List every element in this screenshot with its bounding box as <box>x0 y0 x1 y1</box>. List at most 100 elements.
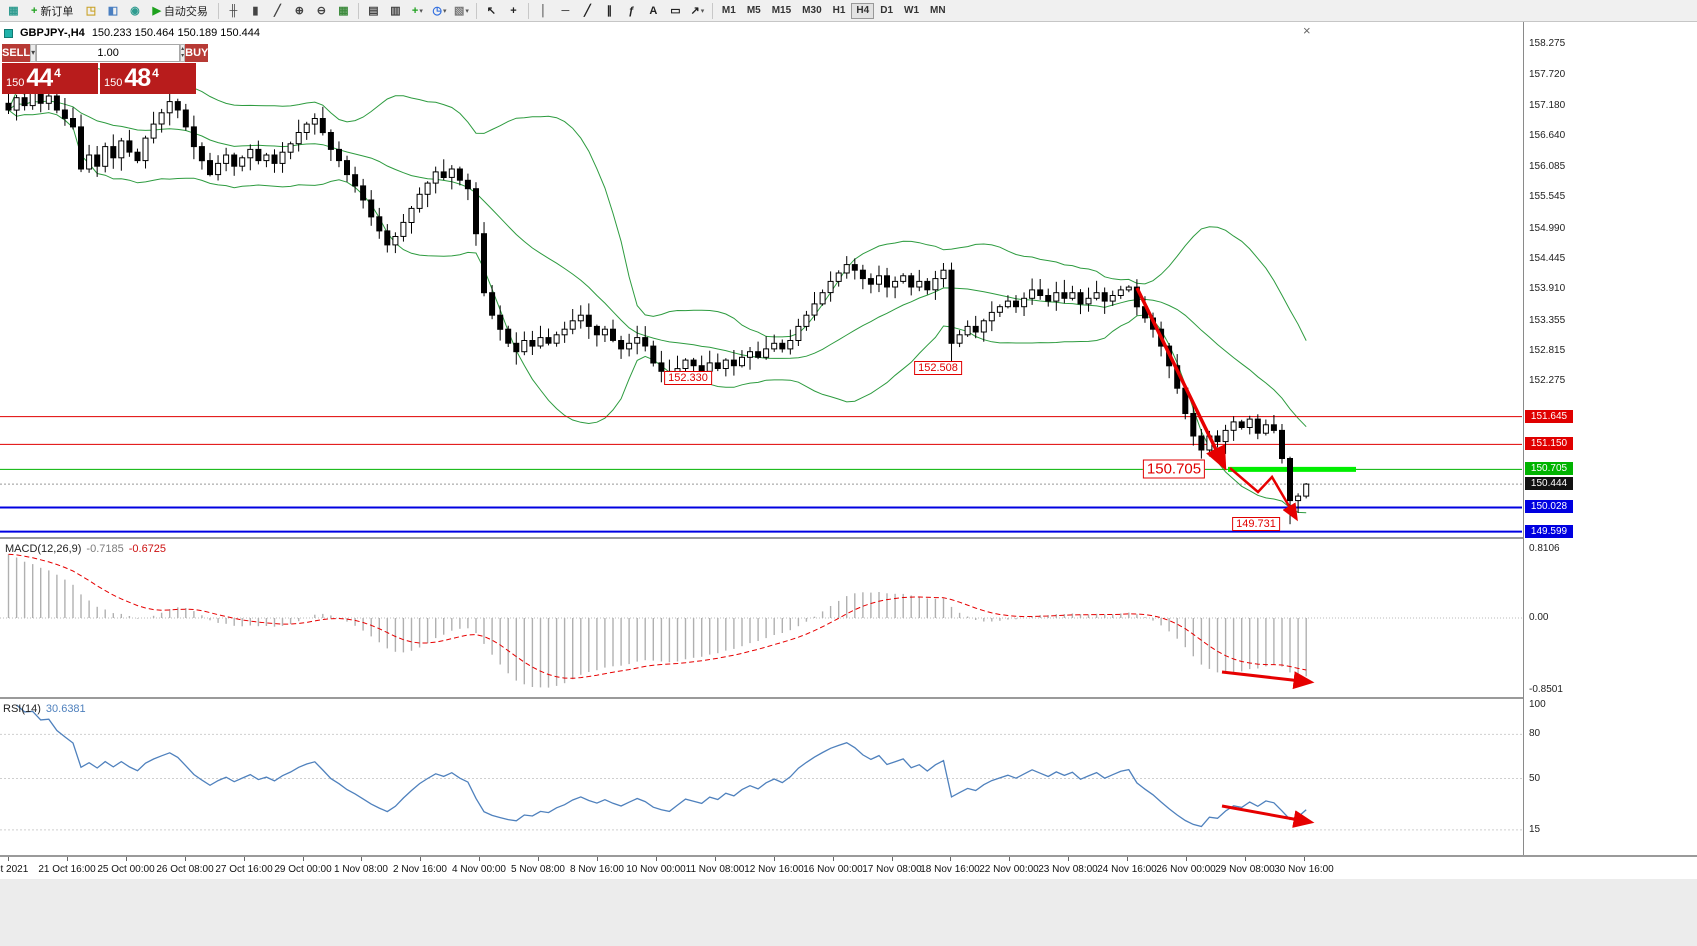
price-chart-panel[interactable] <box>0 22 1523 537</box>
periods-icon[interactable]: ◷ ▾ <box>432 5 447 17</box>
label-icon[interactable]: ▭ <box>670 5 681 17</box>
time-tick <box>656 857 657 861</box>
timeframe-d1[interactable]: D1 <box>880 5 894 16</box>
time-axis-label: 23 Nov 08:00 <box>1038 864 1098 875</box>
bollinger-lower-band[interactable] <box>8 109 1307 514</box>
timeframe-m30[interactable]: M30 <box>802 5 822 16</box>
new-order-button[interactable]: + 新订单 <box>31 4 74 18</box>
trendline-icon[interactable]: ╱ <box>584 5 591 17</box>
stepper-down-icon[interactable]: ▾ <box>181 53 185 59</box>
time-tick <box>715 857 716 861</box>
object-list-icon[interactable]: ▥ <box>390 5 401 17</box>
price-axis-label: 152.275 <box>1529 375 1566 386</box>
toolbar-separator <box>527 2 529 19</box>
dropdown-caret-icon: ▾ <box>465 7 469 15</box>
price-axis-label: 153.910 <box>1529 283 1566 294</box>
rsi-scale-label: 100 <box>1529 699 1546 710</box>
horizontal-line-icon[interactable]: ─ <box>561 4 570 17</box>
crosshair-icon[interactable]: + <box>510 4 517 17</box>
shapes-icon[interactable]: ↗ ▾ <box>690 5 705 17</box>
price-axis-label: 156.640 <box>1529 130 1566 141</box>
cursor-icon[interactable]: ↖ <box>486 5 497 17</box>
rsi-value: 30.6381 <box>45 703 86 715</box>
price-annotation-152.330[interactable]: 152.330 <box>664 371 712 385</box>
time-axis-label: 26 Nov 00:00 <box>1156 864 1216 875</box>
indicator-list-icon[interactable]: ▤ <box>368 5 379 17</box>
zoom-out-icon[interactable]: ⊖ <box>316 5 327 17</box>
time-tick <box>1068 857 1069 861</box>
bollinger-middle-band[interactable] <box>8 100 1307 428</box>
add-indicator-icon[interactable]: + ▾ <box>411 4 423 17</box>
navigator-icon[interactable]: ◉ <box>130 5 140 17</box>
tile-windows-icon[interactable]: ▦ <box>338 5 349 17</box>
timeframe-h4[interactable]: H4 <box>851 2 875 19</box>
autotrading-button[interactable]: ▶ 自动交易 <box>152 5 208 18</box>
price-annotation-149.731[interactable]: 149.731 <box>1232 517 1280 531</box>
vertical-line-icon[interactable]: │ <box>539 4 547 17</box>
price-annotation-152.508[interactable]: 152.508 <box>914 361 962 375</box>
time-tick <box>420 857 421 861</box>
time-tick <box>538 857 539 861</box>
price-annotation-150.705[interactable]: 150.705 <box>1142 459 1206 479</box>
channel-icon[interactable]: ∥ <box>606 5 613 17</box>
macd-panel[interactable] <box>0 539 1523 697</box>
close-icon[interactable]: × <box>1303 23 1311 38</box>
zoom-in-icon[interactable]: ⊕ <box>294 5 305 17</box>
timeframe-h1[interactable]: H1 <box>832 5 846 16</box>
strategy-tester-icon[interactable]: ◳ <box>85 5 97 17</box>
macd-splitter[interactable] <box>0 537 1697 539</box>
sell-button[interactable]: SELL <box>2 44 31 62</box>
sell-price-integer: 150 <box>6 76 25 89</box>
time-tick <box>597 857 598 861</box>
rsi-splitter[interactable] <box>0 697 1697 699</box>
rsi-line[interactable] <box>16 704 1307 828</box>
symbol-ohlc: 150.233 150.464 150.189 150.444 <box>91 27 261 39</box>
time-axis-label: 30 Nov 16:00 <box>1274 864 1334 875</box>
candlestick-chart-icon[interactable]: ▮ <box>252 5 259 17</box>
time-axis-label: 12 Nov 16:00 <box>744 864 804 875</box>
time-axis-label: Oct 2021 <box>0 864 29 875</box>
fibonacci-icon[interactable]: ƒ <box>628 4 635 17</box>
market-watch-icon[interactable]: ◧ <box>107 5 119 17</box>
price-badge-149.599: 149.599 <box>1525 525 1573 538</box>
template-icon[interactable]: ▧ ▾ <box>453 5 469 17</box>
time-tick <box>1009 857 1010 861</box>
rsi-label: RSI(14) 30.6381 <box>3 703 86 715</box>
order-type-dropdown-icon[interactable]: ▾ <box>30 44 37 62</box>
pullback-zigzag-arrow[interactable] <box>1229 467 1298 522</box>
volume-stepper[interactable]: ▴ ▾ <box>180 44 186 62</box>
timeframe-m1[interactable]: M1 <box>721 5 736 16</box>
timeframe-m15[interactable]: M15 <box>771 5 792 16</box>
rsi-name: RSI(14) <box>3 703 41 715</box>
text-icon[interactable]: A <box>649 4 658 17</box>
toolbar-separator <box>357 2 359 19</box>
timeframe-mn[interactable]: MN <box>930 5 946 16</box>
macd-main-value: -0.7185 <box>86 543 124 555</box>
sell-price-pips: 44 <box>26 64 53 92</box>
downtrend-arrow[interactable] <box>1135 287 1227 471</box>
time-axis-label: 26 Oct 08:00 <box>156 864 214 875</box>
buy-price-display[interactable]: 150 48 4 <box>100 63 196 94</box>
rsi-panel[interactable] <box>0 699 1523 855</box>
new-chart-icon[interactable]: ▦ <box>8 5 19 17</box>
chart-header: GBPJPY-,H4 150.233 150.464 150.189 150.4… <box>4 27 260 39</box>
macd-signal-line[interactable] <box>8 553 1307 679</box>
timeframe-m5[interactable]: M5 <box>746 5 761 16</box>
time-axis-label: 16 Nov 00:00 <box>803 864 863 875</box>
time-tick <box>1304 857 1305 861</box>
timeframe-w1[interactable]: W1 <box>904 5 920 16</box>
price-axis[interactable]: 158.275 157.720 157.180 156.640 156.085 155.5… <box>1523 22 1697 855</box>
time-axis-label: 2 Nov 16:00 <box>393 864 447 875</box>
macd-momentum-arrow[interactable] <box>1221 670 1315 690</box>
bollinger-upper-band[interactable] <box>8 67 1307 341</box>
price-badge-151.150: 151.150 <box>1525 437 1573 450</box>
sell-price-display[interactable]: 150 44 4 <box>2 63 98 94</box>
line-chart-icon[interactable]: ╱ <box>274 5 281 17</box>
rsi-momentum-arrow[interactable] <box>1221 804 1315 828</box>
macd-scale-label: 0.8106 <box>1529 543 1560 554</box>
bar-chart-icon[interactable]: ╫ <box>229 4 238 17</box>
volume-input[interactable] <box>36 44 181 62</box>
stepper-up-icon[interactable]: ▴ <box>181 46 185 52</box>
buy-button[interactable]: BUY <box>185 44 209 62</box>
